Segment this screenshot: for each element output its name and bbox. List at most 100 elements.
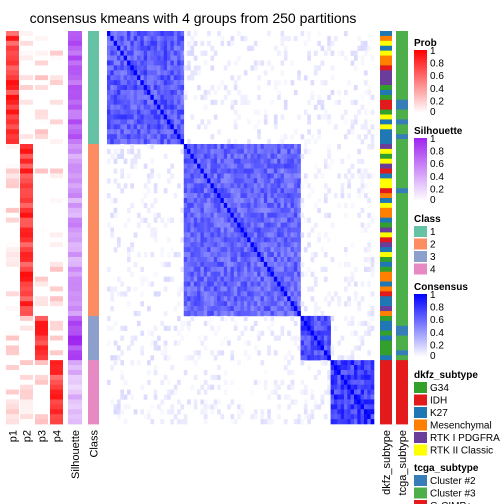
consensus-cell [163, 50, 168, 56]
consensus-cell [243, 202, 248, 209]
consensus-cell [250, 276, 255, 282]
consensus-cell [130, 163, 134, 169]
consensus-cell [233, 222, 238, 228]
consensus-cell [337, 404, 341, 410]
silhouette-cell [68, 153, 82, 160]
prob-cell-p2 [20, 291, 33, 297]
consensus-cell [153, 232, 158, 238]
consensus-cell [140, 129, 145, 135]
consensus-cell [150, 40, 155, 47]
consensus-cell [150, 119, 155, 125]
consensus-cell [257, 247, 261, 253]
consensus-cell [273, 119, 278, 125]
consensus-cell [200, 202, 205, 209]
consensus-cell [260, 217, 265, 223]
consensus-cell [177, 124, 181, 130]
consensus-cell [270, 168, 275, 174]
class-cell [88, 311, 99, 317]
consensus-cell [367, 143, 371, 150]
consensus-cell [230, 104, 235, 110]
consensus-cell [257, 183, 261, 189]
prob-cell-p2 [20, 217, 33, 223]
consensus-cell [117, 129, 121, 135]
consensus-cell [187, 45, 191, 51]
consensus-cell [133, 119, 138, 125]
consensus-cell [287, 394, 291, 400]
consensus-cell [203, 345, 208, 351]
consensus-cell [280, 143, 285, 150]
prob-cell-p4 [50, 85, 63, 91]
consensus-cell [370, 134, 375, 140]
consensus-cell [243, 242, 248, 248]
consensus-cell [327, 237, 331, 243]
consensus-cell [167, 389, 171, 395]
consensus-cell [260, 148, 265, 155]
consensus-cell [113, 85, 118, 91]
prob-cell-p4 [50, 50, 63, 56]
consensus-cell [233, 311, 238, 317]
consensus-cell [183, 247, 188, 253]
prob-cell-p4 [50, 129, 63, 135]
consensus-cell [243, 266, 248, 273]
consensus-cell [130, 94, 134, 101]
consensus-cell [133, 134, 138, 140]
consensus-cell [127, 119, 131, 125]
consensus-cell [340, 409, 345, 415]
consensus-cell [230, 212, 235, 218]
consensus-cell [277, 173, 281, 179]
dkfz-subtype-cell [380, 45, 392, 52]
consensus-cell [190, 237, 195, 243]
consensus-cell [267, 271, 271, 277]
consensus-cell [277, 158, 281, 164]
consensus-cell [223, 65, 228, 71]
consensus-cell [207, 256, 211, 263]
consensus-cell [347, 365, 351, 371]
consensus-cell [230, 261, 235, 268]
consensus-cell [293, 237, 298, 243]
consensus-cell [150, 404, 155, 410]
consensus-cell [117, 89, 121, 96]
consensus-cell [223, 315, 228, 322]
consensus-cell [330, 296, 335, 302]
consensus-cell [197, 202, 201, 209]
consensus-cell [110, 296, 114, 302]
consensus-cell [210, 296, 215, 302]
consensus-cell [190, 355, 195, 361]
consensus-cell [253, 143, 258, 150]
prob-cell-p3 [35, 222, 48, 228]
prob-cell-p4 [50, 311, 63, 317]
consensus-cell [110, 109, 114, 115]
prob-cell-p1 [6, 399, 19, 405]
consensus-cell [257, 242, 261, 248]
consensus-cell [293, 173, 298, 179]
consensus-cell [127, 266, 131, 273]
consensus-cell [163, 139, 168, 145]
prob-cell-p2 [20, 104, 33, 110]
class-cell [88, 114, 99, 120]
consensus-cell [183, 261, 188, 268]
consensus-cell [127, 129, 131, 135]
dkfz-subtype-cell [380, 394, 392, 400]
consensus-cell [330, 379, 335, 385]
consensus-cell [197, 124, 201, 130]
consensus-cell [303, 355, 308, 361]
consensus-cell [227, 188, 231, 194]
consensus-cell [240, 311, 245, 317]
consensus-cell [213, 222, 218, 228]
consensus-cell [270, 183, 275, 189]
tcga-subtype-cell [396, 325, 408, 332]
consensus-cell [120, 325, 124, 331]
consensus-cell [147, 104, 151, 110]
class-cell [88, 261, 99, 268]
prob-cell-p2 [20, 45, 33, 52]
consensus-cell [153, 217, 158, 223]
consensus-cell [130, 242, 134, 248]
legends: Prob10.80.60.40.20Silhouette10.80.60.40.… [414, 38, 500, 504]
consensus-cell [363, 374, 368, 381]
consensus-cell [133, 31, 138, 37]
consensus-cell [180, 31, 185, 37]
consensus-cell [210, 45, 215, 51]
consensus-cell [183, 419, 188, 425]
consensus-cell [140, 409, 145, 415]
consensus-cell [150, 355, 155, 361]
